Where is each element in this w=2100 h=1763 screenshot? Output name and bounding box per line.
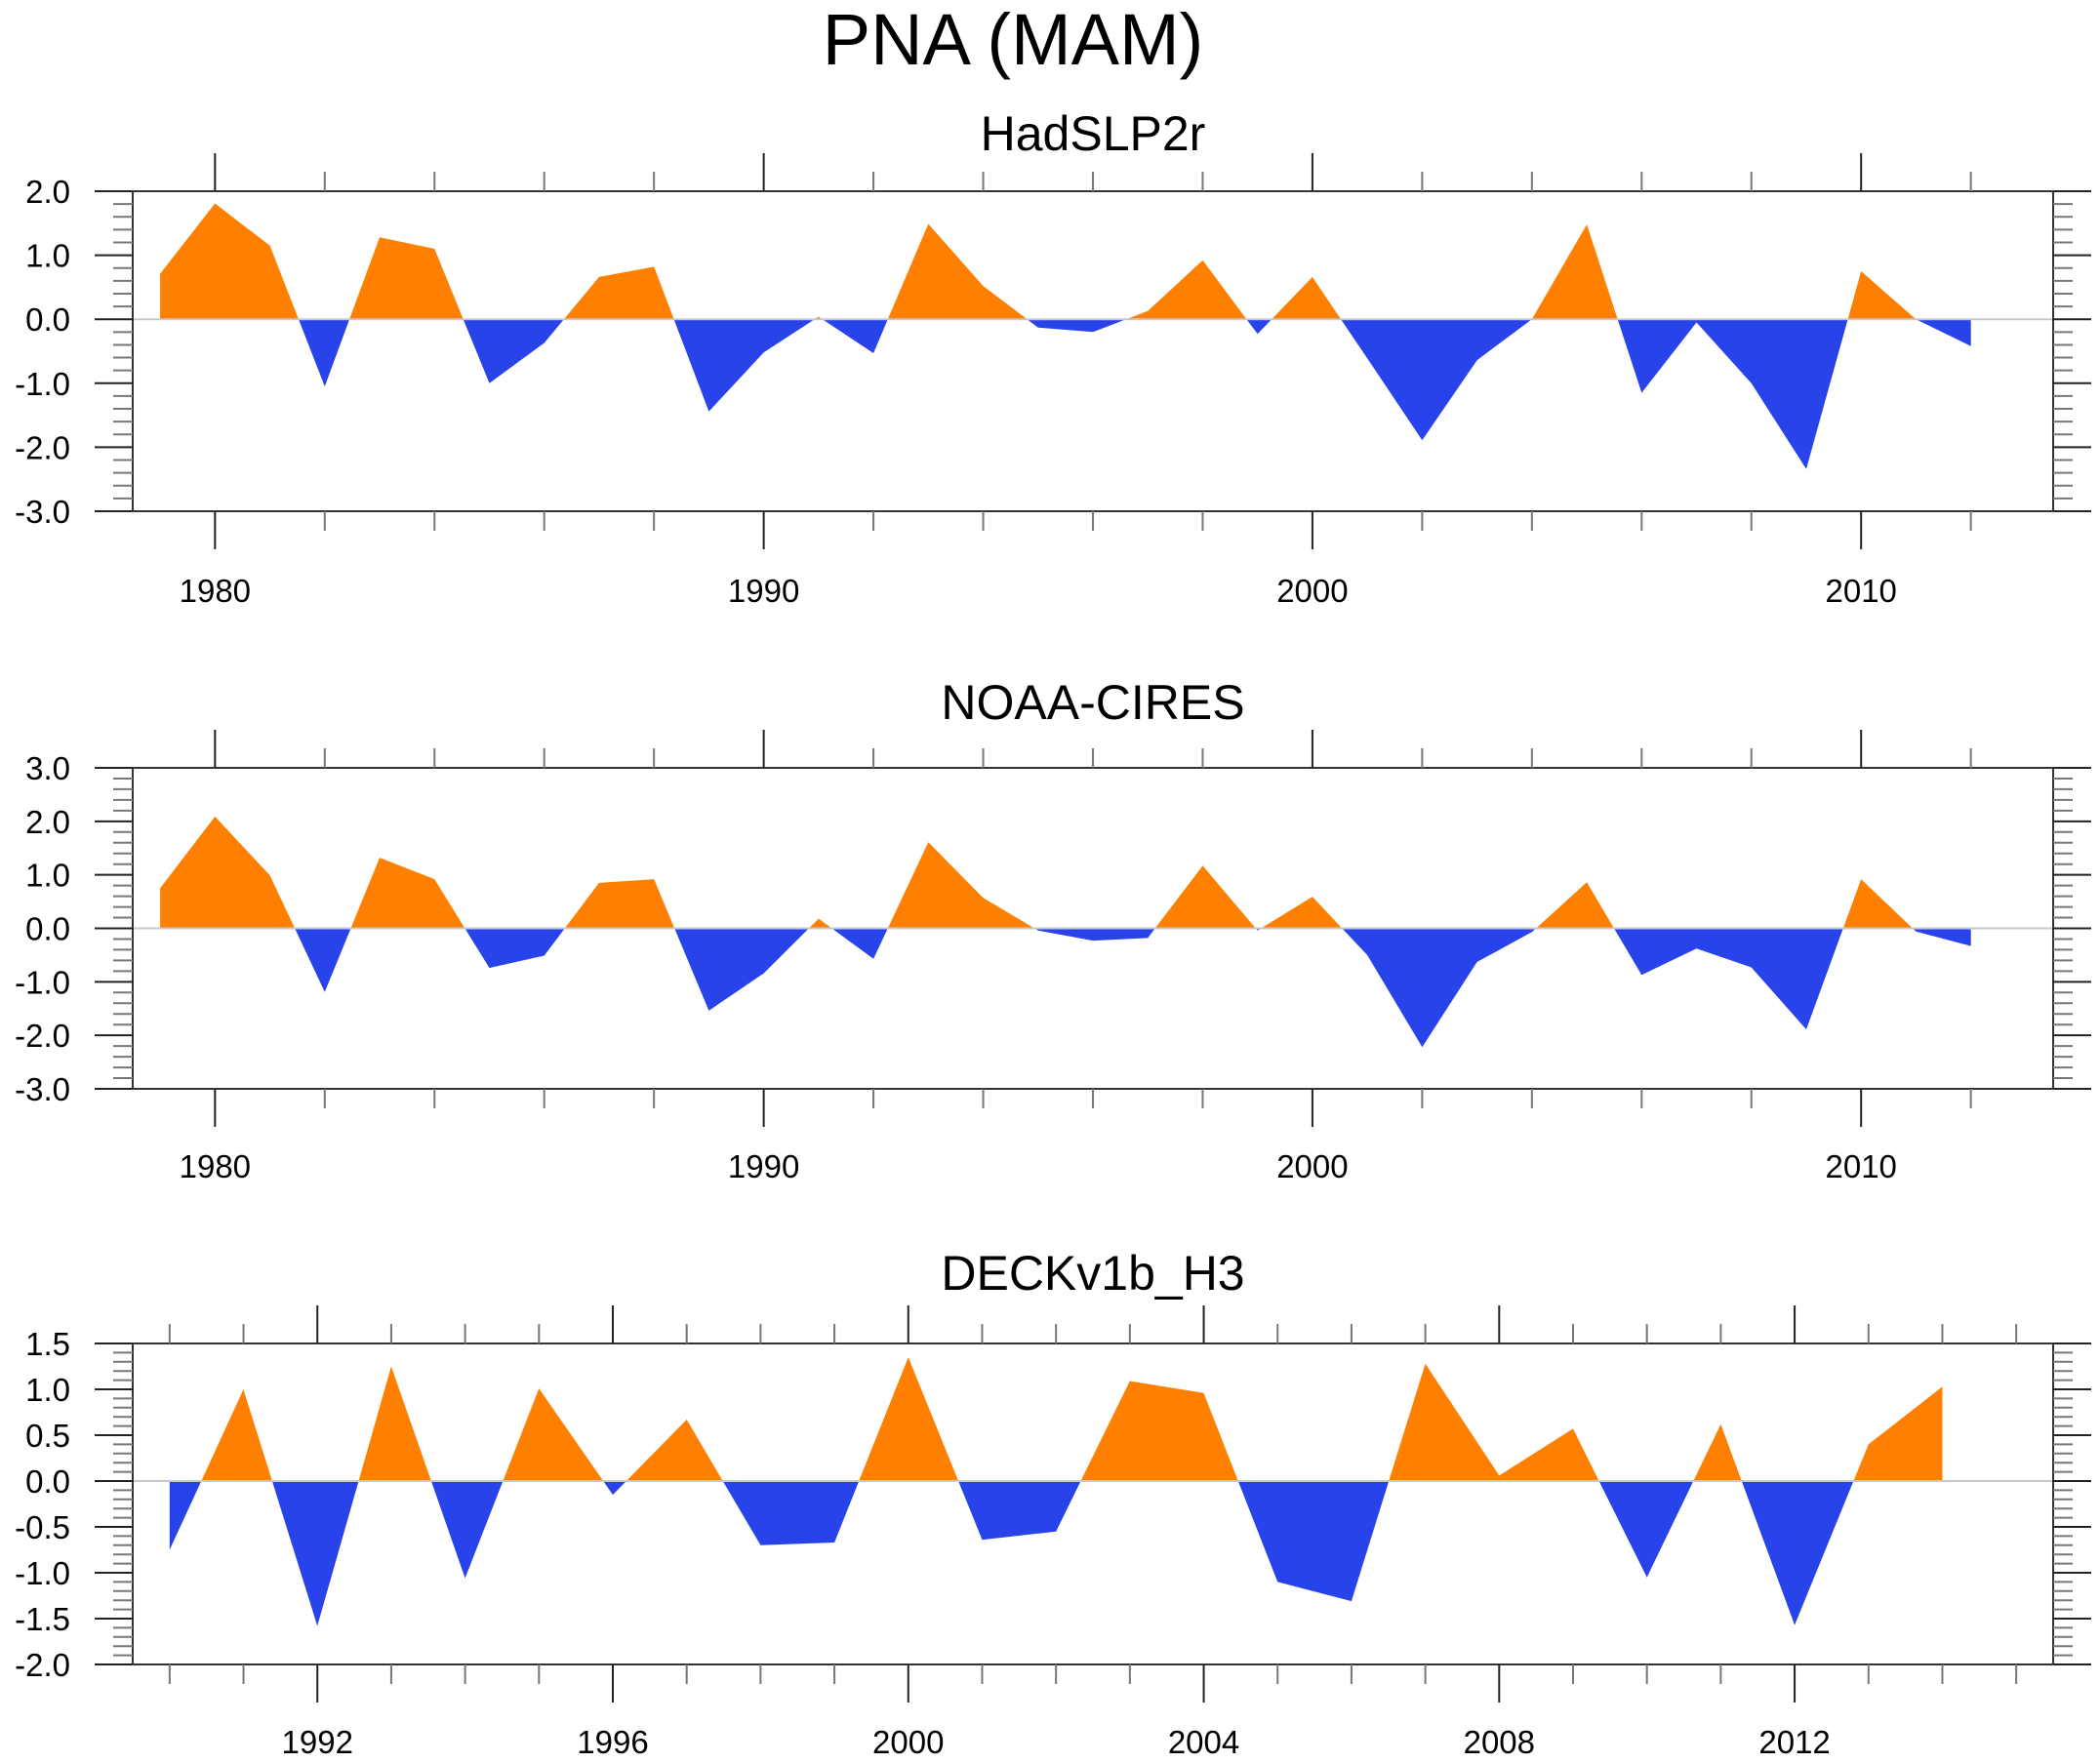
positive-area	[808, 918, 832, 929]
negative-area	[603, 1481, 626, 1496]
positive-area	[1531, 224, 1618, 320]
negative-area	[958, 1481, 1081, 1541]
y-tick-label: -0.5	[15, 1509, 70, 1545]
x-tick-label: 2000	[1276, 573, 1348, 609]
panel-hadslp2r: HadSLP2r 2.0 1.0 0.0 -1.0 -2.0 -3.0 1980 1990 20…	[15, 106, 2091, 609]
positive-area	[859, 1357, 959, 1481]
y-tick-label: -1.0	[15, 1555, 70, 1591]
positive-area	[1853, 1386, 1943, 1481]
y-tick-label: 0.5	[25, 1418, 70, 1454]
y-tick-label: -2.0	[15, 1647, 70, 1683]
y-tick-label: -3.0	[15, 1071, 70, 1107]
y-tick-label: 2.0	[25, 804, 70, 840]
negative-area	[722, 1481, 860, 1545]
x-tick-label: 2010	[1825, 573, 1896, 609]
positive-area	[1847, 271, 1917, 320]
positive-area	[1693, 1423, 1742, 1481]
negative-area	[1342, 928, 1537, 1048]
negative-area	[299, 319, 350, 387]
negative-area	[295, 928, 351, 992]
x-tick-label: 1990	[728, 573, 799, 609]
negative-area	[1913, 928, 1971, 946]
negative-area	[464, 928, 565, 969]
positive-area	[1272, 276, 1342, 320]
negative-area	[1034, 928, 1155, 942]
negative-area	[1246, 319, 1272, 335]
x-tick-label: 1992	[282, 1724, 353, 1760]
panel-title: HadSLP2r	[981, 106, 1206, 161]
y-tick-label: -1.0	[15, 964, 70, 1000]
positive-area	[201, 1389, 272, 1481]
x-tick-label: 2000	[1276, 1148, 1348, 1184]
positive-area	[563, 266, 674, 320]
negative-area	[831, 928, 888, 959]
positive-area	[1126, 260, 1247, 320]
panel-title: NOAA-CIRES	[941, 675, 1244, 730]
positive-area	[1842, 879, 1913, 929]
y-tick-label: 2.0	[25, 174, 70, 210]
y-tick-label: -1.5	[15, 1601, 70, 1637]
y-tick-label: -1.0	[15, 366, 70, 402]
y-tick-label: -2.0	[15, 429, 70, 465]
positive-area	[349, 237, 464, 320]
y-tick-label: 1.0	[25, 858, 70, 894]
positive-area	[1154, 865, 1256, 929]
negative-area	[169, 1481, 202, 1550]
x-tick-label: 2004	[1168, 1724, 1239, 1760]
panel-deckv1b-h3: DECKv1b_H3 1.5 1.0 0.5 0.0 -0.5 -1.0 -1.5 -2.0 1…	[15, 1246, 2091, 1760]
positive-area	[503, 1388, 604, 1481]
y-tick-label: -2.0	[15, 1018, 70, 1054]
y-tick-label: 1.0	[25, 1372, 70, 1408]
negative-area	[1598, 1481, 1694, 1578]
positive-area	[564, 879, 675, 929]
positive-area	[160, 203, 299, 320]
y-tick-label: 3.0	[25, 750, 70, 786]
y-tick-label: -3.0	[15, 494, 70, 530]
x-tick-label: 1996	[577, 1724, 648, 1760]
negative-area	[430, 1481, 504, 1579]
negative-area	[1341, 319, 1532, 441]
negative-area	[1614, 928, 1843, 1030]
negative-area	[1237, 1481, 1390, 1602]
positive-area	[1261, 897, 1343, 929]
negative-area	[1916, 319, 1971, 346]
y-tick-label: 0.0	[25, 911, 70, 947]
positive-area	[1389, 1363, 1599, 1481]
plot-frame	[132, 1342, 2054, 1665]
x-tick-label: 2010	[1825, 1148, 1896, 1184]
positive-area	[1536, 882, 1614, 929]
positive-area	[350, 858, 465, 929]
x-tick-label: 1980	[180, 1148, 251, 1184]
positive-area	[358, 1366, 431, 1481]
negative-area	[1027, 319, 1127, 333]
y-tick-label: 1.0	[25, 238, 70, 274]
x-tick-label: 1990	[728, 1148, 799, 1184]
positive-area	[626, 1420, 723, 1481]
negative-area	[271, 1481, 359, 1626]
positive-area	[887, 842, 1035, 929]
negative-area	[1617, 319, 1848, 469]
panel-noaa-cires: NOAA-CIRES 3.0 2.0 1.0 0.0 -1.0 -2.0 -3.0 1980 1…	[15, 675, 2091, 1184]
positive-area	[1080, 1381, 1238, 1481]
y-tick-label: 1.5	[25, 1326, 70, 1362]
negative-area	[822, 319, 888, 353]
x-tick-label: 2000	[872, 1724, 944, 1760]
x-tick-label: 1980	[180, 573, 251, 609]
x-tick-label: 2008	[1464, 1724, 1535, 1760]
panel-title: DECKv1b_H3	[941, 1246, 1244, 1301]
positive-area	[887, 223, 1028, 320]
negative-area	[673, 319, 815, 412]
y-tick-label: 0.0	[25, 301, 70, 338]
figure-title: PNA (MAM)	[823, 0, 1204, 80]
positive-area	[160, 816, 296, 929]
negative-area	[463, 319, 564, 383]
negative-area	[674, 928, 809, 1011]
y-tick-label: 0.0	[25, 1463, 70, 1500]
negative-area	[1741, 1481, 1854, 1625]
x-tick-label: 2012	[1758, 1724, 1830, 1760]
